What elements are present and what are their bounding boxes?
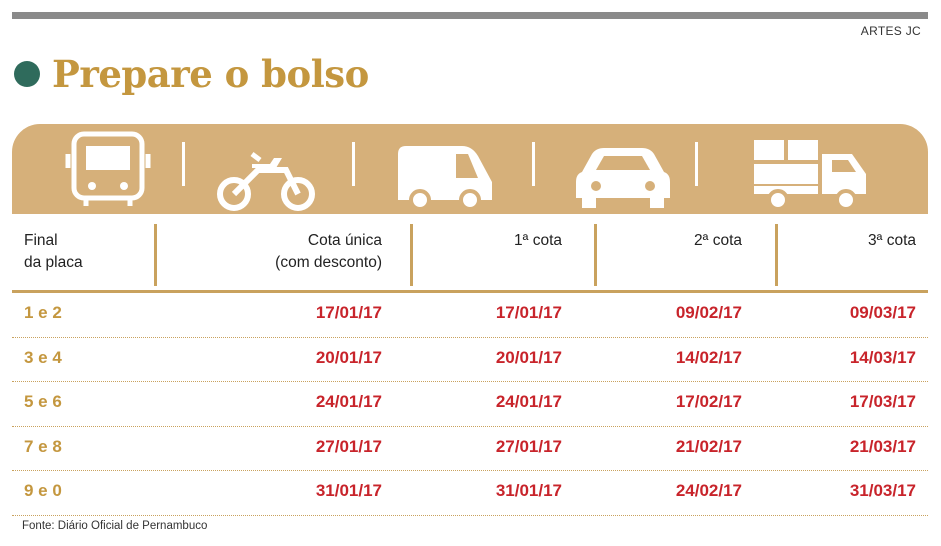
date-1a-cota: 31/01/17 bbox=[495, 481, 562, 500]
schedule-table: Final da placa Cota única (com desconto)… bbox=[12, 214, 928, 516]
table-row: 5 e 6 24/01/17 24/01/17 17/02/17 17/03/1… bbox=[12, 382, 928, 427]
row-label: 5 e 6 bbox=[24, 392, 62, 411]
bullet-dot-icon bbox=[14, 61, 40, 87]
date-3a-cota: 14/03/17 bbox=[849, 347, 916, 367]
source-note: Fonte: Diário Oficial de Pernambuco bbox=[22, 520, 208, 532]
date-1a-cota: 27/01/17 bbox=[495, 436, 562, 456]
column-separator bbox=[775, 224, 778, 286]
truck-icon bbox=[754, 140, 866, 211]
date-2a-cota: 17/02/17 bbox=[675, 392, 742, 411]
date-3a-cota: 17/03/17 bbox=[849, 392, 916, 411]
date-cota-unica: 31/01/17 bbox=[315, 481, 382, 500]
top-rule bbox=[12, 12, 928, 19]
date-2a-cota: 24/02/17 bbox=[675, 481, 742, 500]
credit-label: ARTES JC bbox=[860, 24, 921, 38]
date-cota-unica: 20/01/17 bbox=[315, 347, 382, 367]
date-cota-unica: 27/01/17 bbox=[315, 436, 382, 456]
table-row: 9 e 0 31/01/17 31/01/17 24/02/17 31/03/1… bbox=[12, 471, 928, 516]
table-row: 7 e 8 27/01/17 27/01/17 21/02/17 21/03/1… bbox=[12, 427, 928, 471]
row-label: 3 e 4 bbox=[24, 347, 62, 367]
page-title: Prepare o bolso bbox=[52, 52, 369, 96]
date-cota-unica: 24/01/17 bbox=[315, 392, 382, 411]
date-1a-cota: 24/01/17 bbox=[495, 392, 562, 411]
table-header: Final da placa Cota única (com desconto)… bbox=[12, 214, 928, 293]
date-3a-cota: 31/03/17 bbox=[849, 481, 916, 500]
column-separator bbox=[154, 224, 157, 286]
header-1a-cota: 1ª cota bbox=[514, 232, 562, 249]
motorcycle-icon bbox=[217, 152, 315, 211]
header-3a-cota: 3ª cota bbox=[868, 232, 916, 249]
date-1a-cota: 17/01/17 bbox=[495, 303, 562, 322]
table-row: 3 e 4 20/01/17 20/01/17 14/02/17 14/03/1… bbox=[12, 338, 928, 382]
date-2a-cota: 14/02/17 bbox=[675, 347, 742, 367]
header-2a-cota: 2ª cota bbox=[694, 232, 742, 249]
date-3a-cota: 21/03/17 bbox=[849, 436, 916, 456]
date-2a-cota: 09/02/17 bbox=[675, 303, 742, 322]
row-label: 1 e 2 bbox=[24, 303, 62, 322]
table-row: 1 e 2 17/01/17 17/01/17 09/02/17 09/03/1… bbox=[12, 293, 928, 338]
vehicle-icon-band bbox=[12, 124, 928, 214]
row-label: 9 e 0 bbox=[24, 481, 62, 500]
column-separator bbox=[594, 224, 597, 286]
car-icon bbox=[576, 148, 670, 208]
date-1a-cota: 20/01/17 bbox=[495, 347, 562, 367]
van-icon bbox=[398, 146, 492, 211]
date-2a-cota: 21/02/17 bbox=[675, 436, 742, 456]
column-separator bbox=[410, 224, 413, 286]
header-cota-unica: Cota única (com desconto) bbox=[275, 232, 382, 271]
row-label: 7 e 8 bbox=[24, 436, 62, 456]
title-block: Prepare o bolso bbox=[14, 52, 369, 96]
bus-icon bbox=[65, 131, 151, 206]
date-cota-unica: 17/01/17 bbox=[315, 303, 382, 322]
header-final-placa: Final da placa bbox=[24, 232, 83, 271]
date-3a-cota: 09/03/17 bbox=[849, 303, 916, 322]
